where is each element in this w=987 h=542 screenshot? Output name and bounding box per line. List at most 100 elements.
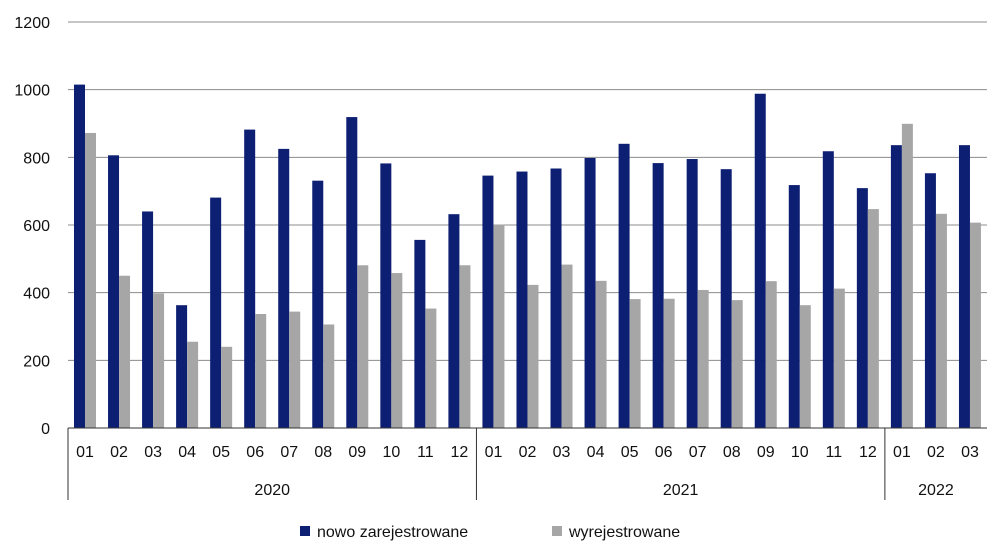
bar-wyrejestrowane — [391, 273, 403, 428]
year-label: 2020 — [254, 482, 290, 499]
bar-wyrejestrowane — [867, 209, 879, 428]
bar-nowo-zarejestrowane — [754, 93, 766, 428]
y-axis-tick-labels: 0 200 400 600 800 1000 1200 — [14, 15, 50, 438]
y-tick-label: 800 — [23, 150, 50, 167]
bar-nowo-zarejestrowane — [482, 175, 494, 428]
bar-wyrejestrowane — [833, 288, 845, 428]
x-tick-label: 09 — [348, 444, 366, 461]
bar-nowo-zarejestrowane — [618, 143, 630, 429]
x-tick-label: 01 — [485, 444, 503, 461]
bar-nowo-zarejestrowane — [890, 145, 902, 429]
bar-nowo-zarejestrowane — [958, 145, 970, 429]
bar-wyrejestrowane — [901, 123, 913, 429]
y-tick-label: 600 — [23, 218, 50, 235]
x-tick-label: 11 — [417, 444, 434, 461]
year-label: 2022 — [918, 482, 954, 499]
bar-wyrejestrowane — [697, 289, 709, 428]
bar-wyrejestrowane — [85, 132, 96, 428]
bar-wyrejestrowane — [425, 308, 437, 428]
x-tick-label: 07 — [689, 444, 707, 461]
y-tick-label: 0 — [41, 421, 50, 438]
bar-nowo-zarejestrowane — [516, 171, 528, 428]
bar-wyrejestrowane — [153, 293, 165, 428]
bar-wyrejestrowane — [119, 275, 131, 428]
bar-wyrejestrowane — [663, 298, 675, 428]
bar-nowo-zarejestrowane — [108, 155, 120, 428]
x-tick-label: 02 — [927, 444, 945, 461]
bar-nowo-zarejestrowane — [210, 197, 222, 428]
bar-wyrejestrowane — [595, 280, 607, 428]
x-tick-label: 06 — [246, 444, 264, 461]
x-tick-label: 03 — [961, 444, 979, 461]
bar-nowo-zarejestrowane — [856, 188, 868, 428]
bar-nowo-zarejestrowane — [448, 214, 460, 428]
x-tick-label: 10 — [382, 444, 400, 461]
legend-swatch — [552, 526, 562, 536]
y-tick-label: 200 — [23, 353, 50, 370]
x-tick-label: 09 — [757, 444, 775, 461]
bar-nowo-zarejestrowane — [584, 158, 596, 428]
x-tick-label: 03 — [553, 444, 571, 461]
bar-wyrejestrowane — [187, 341, 199, 428]
x-tick-label: 12 — [451, 444, 469, 461]
x-tick-label: 08 — [314, 444, 332, 461]
bar-nowo-zarejestrowane — [312, 180, 324, 428]
year-label: 2021 — [663, 482, 699, 499]
bar-wyrejestrowane — [459, 265, 471, 428]
bar-wyrejestrowane — [255, 313, 267, 428]
x-tick-label: 02 — [519, 444, 537, 461]
bar-nowo-zarejestrowane — [822, 151, 834, 428]
bar-wyrejestrowane — [969, 222, 981, 428]
bar-nowo-zarejestrowane — [142, 211, 154, 428]
x-tick-label: 05 — [621, 444, 639, 461]
legend: nowo zarejestrowane wyrejestrowane — [300, 524, 680, 541]
x-tick-label: 12 — [859, 444, 877, 461]
x-tick-label: 04 — [178, 444, 196, 461]
x-tick-label: 06 — [655, 444, 673, 461]
bar-nowo-zarejestrowane — [414, 239, 426, 428]
bar-nowo-zarejestrowane — [278, 148, 290, 428]
bar-wyrejestrowane — [731, 300, 743, 428]
bar-nowo-zarejestrowane — [924, 173, 936, 428]
x-tick-label: 01 — [76, 444, 94, 461]
bar-nowo-zarejestrowane — [380, 163, 392, 428]
bar-wyrejestrowane — [357, 265, 369, 428]
bar-wyrejestrowane — [935, 213, 947, 428]
bar-wyrejestrowane — [629, 299, 641, 428]
bar-wyrejestrowane — [799, 305, 811, 428]
bar-nowo-zarejestrowane — [686, 159, 698, 428]
x-tick-label: 04 — [587, 444, 605, 461]
legend-label: wyrejestrowane — [568, 524, 680, 541]
x-tick-label: 07 — [280, 444, 298, 461]
y-tick-label: 1200 — [14, 15, 50, 32]
bar-nowo-zarejestrowane — [720, 169, 732, 429]
bar-wyrejestrowane — [289, 311, 301, 428]
bar-nowo-zarejestrowane — [176, 305, 188, 428]
x-tick-label: 02 — [110, 444, 128, 461]
x-tick-label: 10 — [791, 444, 809, 461]
bar-nowo-zarejestrowane — [652, 163, 664, 428]
bar-wyrejestrowane — [493, 224, 505, 428]
x-axis: 01 02 03 04 05 06 07 08 09 10 11 12 01 02 03 04 05 06 07 08… — [67, 427, 987, 500]
bar-nowo-zarejestrowane — [74, 84, 85, 428]
bar-wyrejestrowane — [221, 346, 233, 428]
y-tick-label: 1000 — [14, 83, 50, 100]
bar-nowo-zarejestrowane — [346, 117, 358, 429]
x-tick-label: 08 — [723, 444, 741, 461]
bar-wyrejestrowane — [527, 284, 539, 428]
x-tick-label: 03 — [144, 444, 162, 461]
x-tick-label: 11 — [826, 444, 843, 461]
bar-wyrejestrowane — [323, 324, 335, 428]
bar-wyrejestrowane — [765, 281, 777, 428]
x-tick-label: 05 — [212, 444, 230, 461]
bar-nowo-zarejestrowane — [788, 185, 800, 428]
bar-nowo-zarejestrowane — [244, 129, 256, 428]
legend-swatch — [300, 526, 310, 536]
legend-label: nowo zarejestrowane — [317, 524, 468, 541]
y-tick-label: 400 — [23, 286, 50, 303]
bar-wyrejestrowane — [561, 264, 573, 428]
bars — [74, 84, 981, 429]
bar-nowo-zarejestrowane — [550, 168, 562, 428]
x-tick-label: 01 — [893, 444, 911, 461]
